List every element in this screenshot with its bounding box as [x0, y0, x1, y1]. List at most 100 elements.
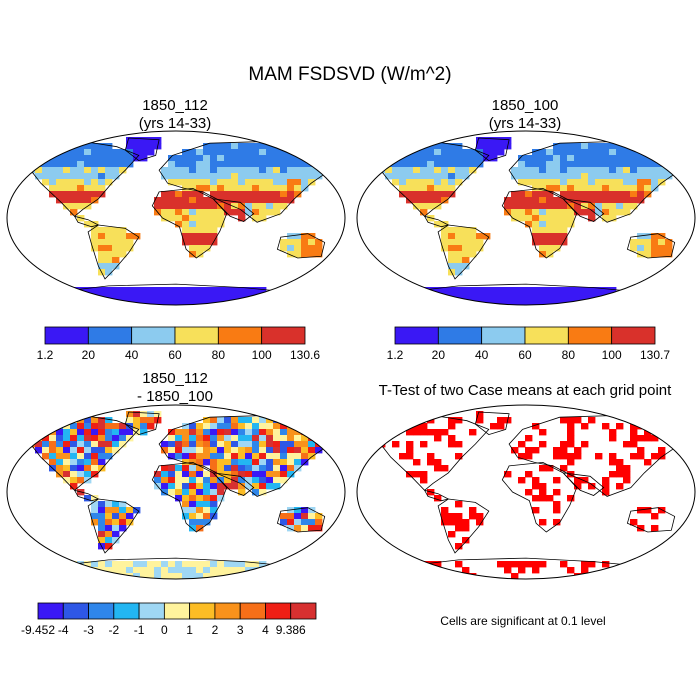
map-cell [133, 293, 141, 300]
map-cell [287, 513, 295, 520]
map-cell [525, 447, 533, 454]
map-cell [616, 465, 624, 472]
map-cell [553, 227, 561, 234]
map-cell [567, 459, 575, 466]
map-cell [427, 185, 435, 192]
map-cell [567, 167, 575, 174]
map-cell [182, 185, 190, 192]
map-cell [140, 287, 148, 294]
map-cell [427, 429, 435, 436]
map-cell [266, 447, 274, 454]
map-cell [553, 215, 561, 222]
map-cell [595, 191, 603, 198]
map-cell [84, 447, 92, 454]
map-cell [259, 167, 267, 174]
map-cell [245, 191, 253, 198]
map-cell [518, 161, 526, 168]
map-cell [665, 423, 673, 430]
map-cell [98, 525, 106, 532]
map-cell [553, 161, 561, 168]
colorbar-panel-2: 1.2 20 40 60 80 100 130.7 [387, 326, 670, 362]
map-cell [126, 245, 134, 252]
colorbar-swatch [37, 602, 64, 620]
map-cell [63, 143, 71, 150]
map-cell [175, 197, 183, 204]
coastline-north_america [26, 140, 140, 217]
map-cell [581, 161, 589, 168]
map-cell [574, 483, 582, 490]
map-cell [539, 227, 547, 234]
colorbar-label: 2 [212, 623, 219, 637]
map-cell [413, 161, 421, 168]
map-cell [231, 447, 239, 454]
map-cell [98, 257, 106, 264]
map-cell [301, 519, 309, 526]
map-cell [56, 567, 64, 574]
map-cell [105, 537, 113, 544]
map-cell [616, 567, 624, 574]
map-cell [273, 465, 281, 472]
map-cell [168, 173, 176, 180]
map-cell [280, 155, 288, 162]
map-cell [189, 525, 197, 532]
map-cell [427, 567, 435, 574]
map-cell [210, 453, 218, 460]
map-cell [189, 161, 197, 168]
map-cell [77, 471, 85, 478]
map-cell [448, 155, 456, 162]
map-cell [315, 519, 323, 526]
map-cell [413, 203, 421, 210]
map-cell [259, 471, 267, 478]
map-cell [581, 567, 589, 574]
map-cell [427, 161, 435, 168]
map-cell [511, 293, 519, 300]
map-cell [532, 149, 540, 156]
map-cell [567, 173, 575, 180]
map-cell [126, 143, 134, 150]
colorbar-label: 9.386 [276, 623, 306, 637]
map-cell [105, 441, 113, 448]
map-cell [672, 161, 680, 168]
map-cell [280, 471, 288, 478]
map-cell [147, 411, 155, 418]
colorbar-swatch [437, 326, 483, 345]
map-cell [217, 155, 225, 162]
map-cell [581, 423, 589, 430]
map-cell [651, 185, 659, 192]
map-cell [84, 143, 92, 150]
map-cell [483, 149, 491, 156]
map-cell [595, 197, 603, 204]
map-cell [35, 173, 43, 180]
map-cell [448, 417, 456, 424]
map-cell [98, 239, 106, 246]
map-cell [252, 155, 260, 162]
map-cell [497, 423, 505, 430]
map-cell [490, 293, 498, 300]
map-cell [231, 209, 239, 216]
map-cell [553, 501, 561, 508]
map-cell [259, 477, 267, 484]
map-cell [217, 293, 225, 300]
map-cell [280, 519, 288, 526]
map-cell [497, 137, 505, 144]
map-cell [525, 215, 533, 222]
map-cell [392, 293, 400, 300]
map-cell [294, 567, 302, 574]
map-cell [504, 299, 512, 305]
map-cell [462, 155, 470, 162]
map-cell [511, 197, 519, 204]
map-cell [546, 239, 554, 246]
map-cell [266, 573, 274, 579]
map-cell [210, 567, 218, 574]
map-cell [231, 143, 239, 150]
map-cell [630, 293, 638, 300]
map-cell [315, 525, 323, 532]
map-cell [581, 287, 589, 294]
map-cell [420, 185, 428, 192]
map-cell [651, 245, 659, 252]
map-cell [189, 179, 197, 186]
map-cell [560, 447, 568, 454]
map-cell [518, 287, 526, 294]
map-cell [574, 161, 582, 168]
map-cell [518, 197, 526, 204]
